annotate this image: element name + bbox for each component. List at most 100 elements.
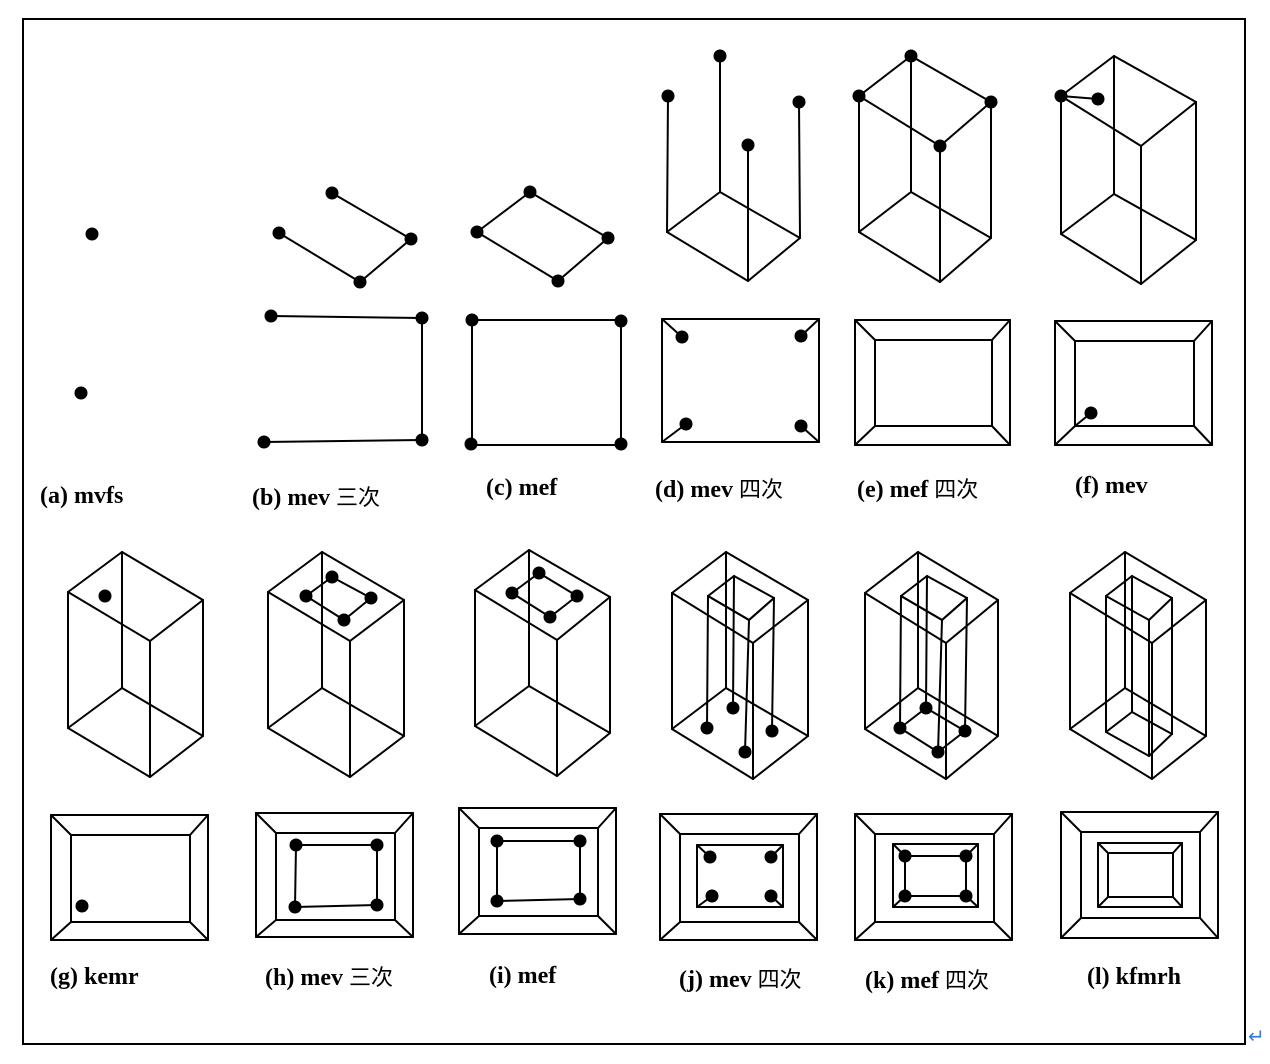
hidden-edge — [1131, 711, 1173, 735]
vertex-dot — [738, 745, 752, 759]
bevel-edge — [50, 814, 72, 836]
bevel-edge — [854, 921, 876, 941]
top-edge — [858, 95, 941, 147]
vertex-dot — [98, 589, 112, 603]
edge — [744, 619, 750, 753]
bevel-edge — [1060, 917, 1082, 939]
top-edge — [1105, 575, 1133, 597]
edge — [925, 707, 966, 732]
top-edge — [349, 599, 405, 642]
top-edge — [1148, 597, 1173, 621]
vertex-dot — [601, 231, 615, 245]
panel-j — [659, 551, 818, 941]
vertex-dot — [288, 900, 302, 914]
hidden-edge — [917, 687, 999, 737]
caption-d: (d) mev 四次 — [655, 478, 783, 502]
caption-a: (a) mvfs — [40, 484, 123, 508]
vertex-dot — [325, 186, 339, 200]
bevel-edge — [993, 813, 1013, 835]
hidden-edge — [474, 685, 530, 727]
caption-b: (b) mev 三次 — [252, 486, 380, 510]
caption-k-label: (k) mef — [865, 968, 939, 994]
vertex-dot — [713, 49, 727, 63]
bottom-edge — [1105, 731, 1150, 757]
panel-k — [854, 551, 1013, 941]
bevel-edge — [1199, 917, 1219, 939]
edge — [511, 592, 551, 618]
vertex-dot — [741, 138, 755, 152]
hidden-edge — [858, 191, 912, 233]
edge — [294, 844, 297, 908]
top-edge — [267, 591, 351, 642]
vertex-dot — [264, 309, 278, 323]
bottom-edge — [939, 237, 992, 283]
caption-l: (l) kfmrh — [1087, 965, 1181, 989]
vertex-dot — [703, 850, 717, 864]
vertex-dot — [523, 185, 537, 199]
caption-a-label: (a) mvfs — [40, 483, 124, 509]
bottom-edge — [349, 735, 405, 778]
bottom-edge — [864, 728, 947, 780]
bottom-edge — [858, 231, 941, 283]
vertex-dot — [898, 889, 912, 903]
top-edge — [926, 575, 968, 599]
bevel-edge — [458, 915, 480, 935]
edge — [732, 575, 735, 709]
panel-i — [458, 549, 617, 935]
vertex-dot — [551, 274, 565, 288]
top-edge — [945, 599, 999, 644]
bevel-edge — [189, 814, 209, 836]
bevel-edge — [597, 807, 617, 829]
vertex-dot — [337, 613, 351, 627]
bevel-edge — [394, 919, 414, 938]
caption-b-label: (b) mev — [252, 485, 330, 511]
edge — [263, 439, 423, 443]
bevel-edge — [50, 921, 72, 941]
edge — [529, 191, 609, 239]
vertex-dot — [1084, 406, 1098, 420]
top-edge — [910, 55, 992, 103]
bottom-edge — [1140, 239, 1197, 285]
vertex-dot — [675, 330, 689, 344]
bevel-edge — [1060, 811, 1082, 833]
top-edge — [1131, 575, 1173, 599]
edge — [925, 575, 928, 709]
caption-i-label: (i) mef — [489, 963, 557, 989]
top-edge — [67, 591, 151, 642]
edge — [496, 898, 581, 902]
caption-h-suffix: 三次 — [348, 966, 393, 991]
edge — [270, 315, 423, 319]
bevel-edge — [993, 921, 1013, 941]
panel-g — [50, 551, 209, 941]
bevel-edge — [1054, 425, 1076, 446]
edge — [719, 191, 801, 239]
bottom-edge — [900, 595, 943, 621]
edge — [557, 237, 609, 282]
hidden-edge — [910, 191, 992, 239]
vertex-dot — [984, 95, 998, 109]
vertex-dot — [74, 386, 88, 400]
vertex-dot — [505, 586, 519, 600]
panel-c — [464, 185, 628, 451]
bottom-edge — [149, 735, 204, 778]
bevel-edge — [659, 813, 681, 835]
top-edge — [752, 599, 809, 644]
hidden-edge — [1069, 687, 1126, 730]
bevel-edge — [394, 812, 414, 834]
hidden-edge — [671, 687, 727, 730]
edge — [278, 232, 361, 283]
vertex-dot — [705, 889, 719, 903]
vertex-dot — [959, 849, 973, 863]
vertex-dot — [470, 225, 484, 239]
top-edge — [1060, 95, 1142, 147]
edge — [747, 237, 801, 282]
vertex-dot — [792, 95, 806, 109]
bevel-edge — [991, 319, 1011, 341]
edge — [666, 95, 669, 233]
caption-c-label: (c) mef — [486, 475, 558, 501]
vertex-dot — [726, 701, 740, 715]
caption-j-label: (j) mev — [679, 967, 752, 993]
return-mark: ↵ — [1248, 1024, 1265, 1048]
caption-b-suffix: 三次 — [335, 486, 380, 511]
vertex-dot — [764, 850, 778, 864]
